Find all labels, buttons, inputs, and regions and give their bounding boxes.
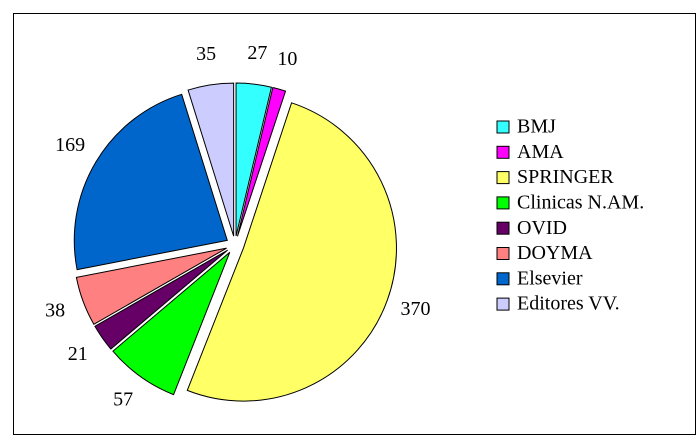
legend-swatch xyxy=(496,120,510,134)
pie-slice xyxy=(236,86,287,237)
data-label: 370 xyxy=(400,298,430,320)
pie-slice xyxy=(187,82,235,237)
pie-slice xyxy=(75,247,227,325)
legend-swatch xyxy=(496,221,510,235)
legend-label: BMJ xyxy=(517,116,556,138)
pie-slice xyxy=(112,251,231,396)
pie-slice xyxy=(235,82,273,237)
legend-label: Clinicas N.AM. xyxy=(517,191,644,213)
legend-swatch xyxy=(496,247,510,260)
legend-label: Editores VV. xyxy=(517,293,620,315)
legend-swatch xyxy=(496,145,510,159)
legend-label: Elsevier xyxy=(517,267,583,289)
data-label: 27 xyxy=(247,42,267,64)
data-label: 21 xyxy=(68,343,88,365)
legend-swatch xyxy=(496,297,510,311)
legend-swatch xyxy=(496,272,510,286)
pie-slice xyxy=(73,93,228,271)
data-label: 57 xyxy=(113,389,133,411)
legend-label: SPRINGER xyxy=(517,166,614,188)
pie-slice xyxy=(186,102,397,402)
data-label: 35 xyxy=(196,43,216,65)
legend-label: OVID xyxy=(517,217,567,239)
legend-label: DOYMA xyxy=(517,242,593,264)
data-label: 169 xyxy=(55,134,85,156)
data-label: 10 xyxy=(277,48,297,70)
pie-slice xyxy=(94,249,228,350)
data-label: 38 xyxy=(45,300,65,322)
legend-swatch xyxy=(496,196,510,210)
legend-label: AMA xyxy=(517,141,564,163)
legend-swatch xyxy=(496,171,510,185)
